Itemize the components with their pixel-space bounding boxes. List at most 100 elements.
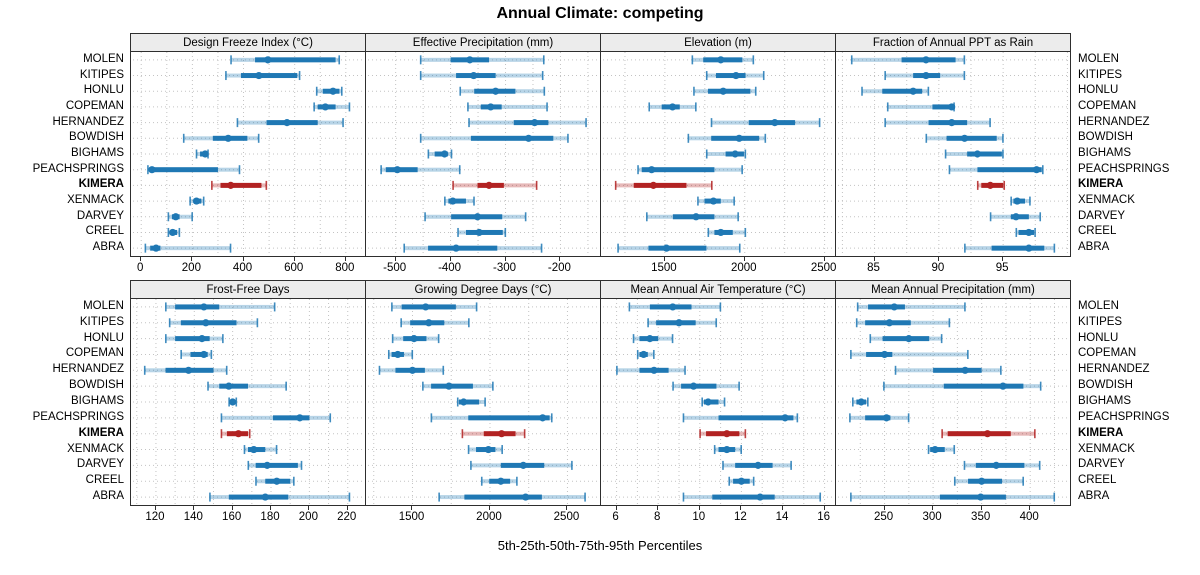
median-dot xyxy=(649,181,657,189)
median-dot xyxy=(692,213,700,221)
median-dot xyxy=(689,382,698,390)
panel-effective-precipitation-mm: Effective Precipitation (mm) -500 -400 -300… xyxy=(365,33,601,281)
range-band-5-95 xyxy=(165,304,275,309)
iqr-bar-25-75 xyxy=(718,415,794,421)
whisker-cap-95th xyxy=(458,165,461,175)
iqr-bar-25-75 xyxy=(190,351,208,357)
site-label-copeman: COPEMAN xyxy=(65,99,124,112)
whisker-cap-95th xyxy=(738,243,741,253)
whisker-cap-5th xyxy=(378,365,381,375)
iqr-bar-25-75 xyxy=(947,431,1011,437)
axis-tick xyxy=(193,506,195,510)
site-label-creel: CREEL xyxy=(1078,474,1117,487)
whisker-cap-5th xyxy=(255,476,257,486)
whisker-cap-95th xyxy=(202,196,205,206)
axis-tick-label: 200 xyxy=(298,511,318,523)
iqr-bar-25-75 xyxy=(220,182,262,188)
whisker-cap-5th xyxy=(728,476,731,486)
axis-tick xyxy=(782,506,783,510)
iqr-bar-25-75 xyxy=(735,462,773,468)
axis-tick-label: 10 xyxy=(692,511,706,523)
median-dot xyxy=(922,71,930,80)
whisker-cap-5th xyxy=(391,302,393,312)
panel-svg-frost-free-days xyxy=(133,299,363,505)
median-dot xyxy=(449,197,457,205)
whisker-cap-95th xyxy=(1034,429,1036,439)
site-label-bighams: BIGHAMS xyxy=(70,394,124,407)
site-label-kimera: KIMERA xyxy=(1078,426,1124,439)
site-label-creel: CREEL xyxy=(85,474,124,487)
iqr-bar-25-75 xyxy=(706,431,740,437)
median-dot xyxy=(735,134,743,142)
whisker-cap-95th xyxy=(468,318,470,328)
axis-tick xyxy=(231,506,233,510)
whisker-cap-95th xyxy=(744,429,747,439)
range-band-5-95 xyxy=(857,304,966,309)
whisker-cap-5th xyxy=(459,86,462,96)
axis-tick xyxy=(346,506,348,510)
whisker-cap-95th xyxy=(738,381,740,391)
median-dot xyxy=(422,303,430,311)
axis-tick xyxy=(823,257,825,261)
iqr-bar-25-75 xyxy=(975,462,1025,468)
median-dot xyxy=(201,150,209,158)
whisker-cap-5th xyxy=(927,445,930,455)
panel-plot-area-elevation-m xyxy=(600,52,836,257)
whisker-cap-5th xyxy=(707,227,710,237)
whisker-cap-5th xyxy=(403,243,406,253)
x-axis-design-freeze-index-c: 0 200 400 600 800 xyxy=(130,257,366,281)
iqr-bar-25-75 xyxy=(633,182,687,188)
axis-tick-label: -200 xyxy=(547,262,571,274)
iqr-bar-25-75 xyxy=(468,415,550,421)
axis-tick-label: 2500 xyxy=(553,511,580,523)
whisker-cap-95th xyxy=(796,413,799,423)
median-dot xyxy=(880,350,889,359)
range-band-5-95 xyxy=(380,167,460,172)
site-label-bowdish: BOWDISH xyxy=(69,131,124,144)
whisker-cap-95th xyxy=(235,397,238,407)
site-label-hernandez: HERNANDEZ xyxy=(52,363,124,376)
median-dot xyxy=(973,150,982,158)
site-labels-right-row1: MOLEN KITIPES HONLU COPEMAN HERNANDEZ BOWDISH… xyxy=(1071,33,1195,255)
site-label-molen: MOLEN xyxy=(83,52,124,65)
whisker-cap-95th xyxy=(653,349,655,359)
median-dot xyxy=(890,303,898,311)
site-label-xenmack: XENMACK xyxy=(1078,442,1135,455)
median-dot xyxy=(519,461,527,469)
whisker-cap-95th xyxy=(411,349,414,359)
whisker-cap-5th xyxy=(182,133,185,143)
median-dot xyxy=(470,71,478,80)
whisker-cap-5th xyxy=(236,118,239,128)
iqr-bar-25-75 xyxy=(175,336,210,342)
axis-tick-label: 1500 xyxy=(651,262,677,274)
median-dot xyxy=(460,398,468,406)
axis-tick-label: 8 xyxy=(653,511,661,523)
panel-plot-area-fraction-of-annual-ppt-as-rain xyxy=(835,52,1071,257)
whisker-cap-95th xyxy=(248,429,251,439)
iqr-bar-25-75 xyxy=(228,494,289,500)
whisker-cap-5th xyxy=(883,381,885,391)
median-dot xyxy=(1032,166,1041,174)
whisker-cap-5th xyxy=(452,180,454,190)
whisker-cap-95th xyxy=(927,86,930,96)
axis-tick xyxy=(449,257,451,261)
panel-strip-fraction-of-annual-ppt-as-rain: Fraction of Annual PPT as Rain xyxy=(835,33,1071,52)
iqr-bar-25-75 xyxy=(255,462,298,468)
axis-tick xyxy=(504,257,506,261)
axis-tick-label: 140 xyxy=(183,511,203,523)
axis-tick xyxy=(657,506,659,510)
median-dot xyxy=(475,228,483,237)
median-dot xyxy=(484,445,493,454)
axis-tick-label: -400 xyxy=(438,262,462,274)
whisker-cap-95th xyxy=(744,227,747,237)
whisker-cap-95th xyxy=(585,118,587,128)
whisker-cap-5th xyxy=(165,334,167,344)
site-label-kimera: KIMERA xyxy=(78,426,124,439)
whisker-cap-95th xyxy=(963,71,966,81)
iqr-bar-25-75 xyxy=(991,245,1045,251)
median-dot xyxy=(992,461,1000,469)
median-dot xyxy=(531,119,539,127)
panel-svg-design-freeze-index-c xyxy=(133,52,363,256)
median-dot xyxy=(732,71,740,80)
median-dot xyxy=(1012,213,1020,221)
